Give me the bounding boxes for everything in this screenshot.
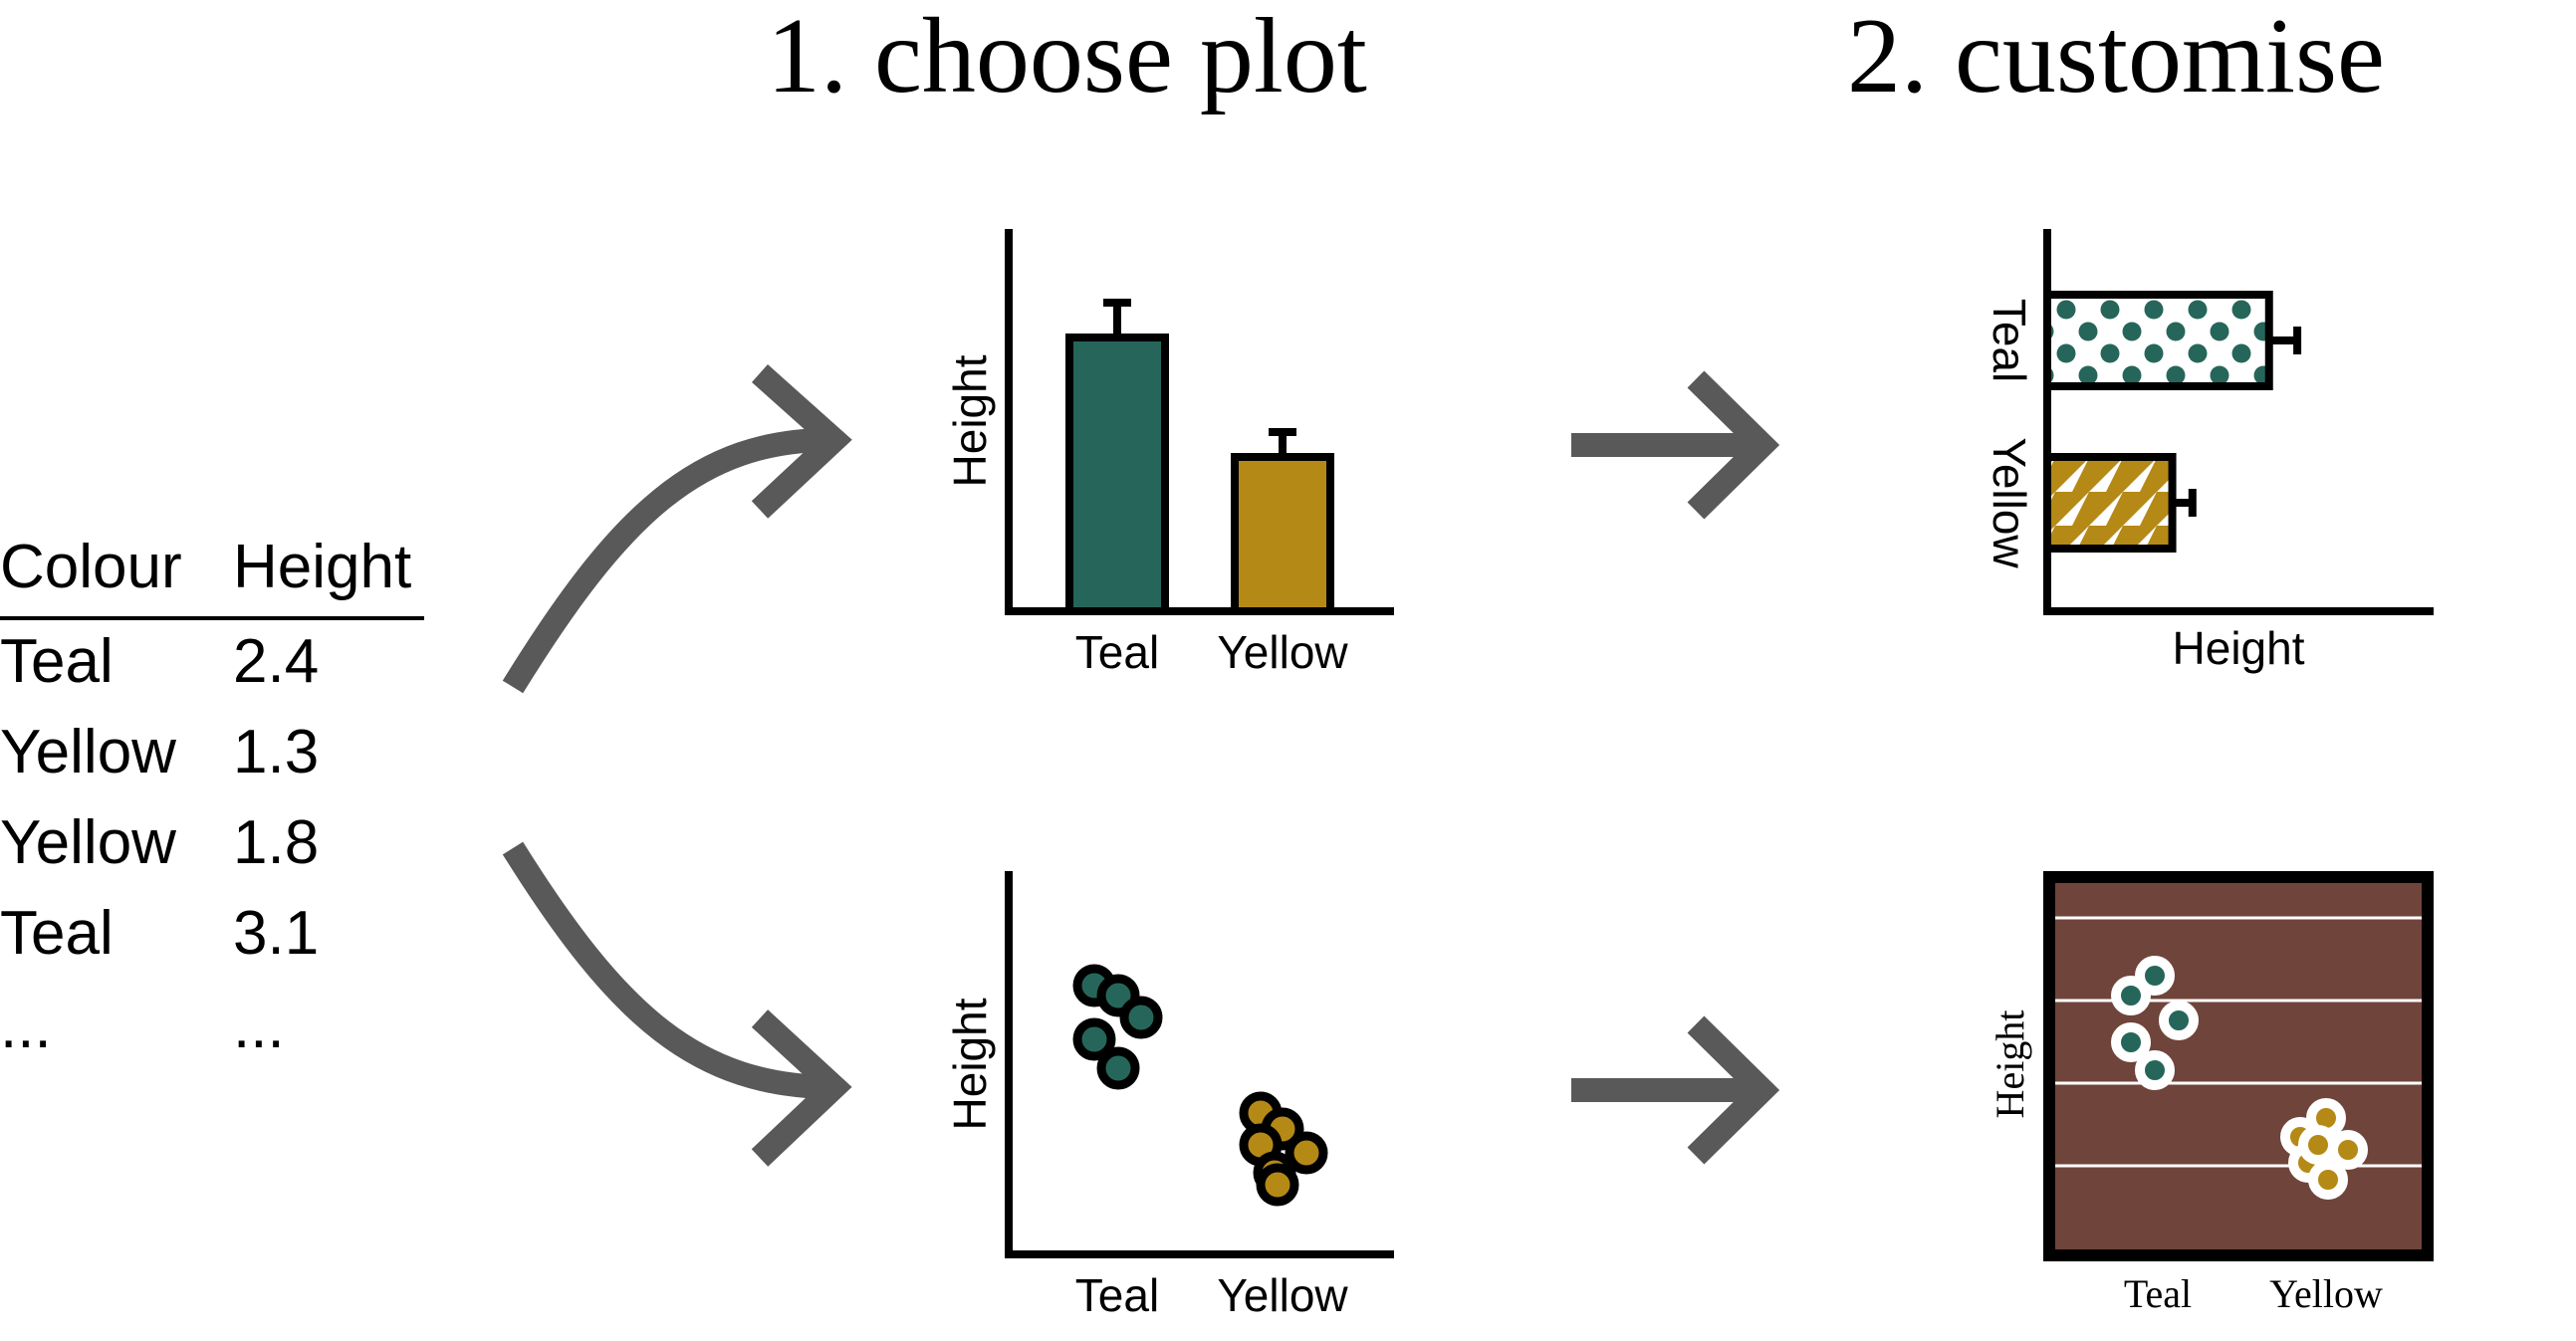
y-tick-label: Teal bbox=[1984, 299, 2035, 382]
table-cell: 2.4 bbox=[233, 627, 319, 696]
curved-arrow-down-icon bbox=[502, 841, 852, 1167]
panel-background bbox=[2043, 871, 2434, 1261]
right-arrow-icon bbox=[1571, 370, 1780, 520]
table-header-height: Height bbox=[233, 533, 411, 601]
bar bbox=[1231, 453, 1334, 615]
table-cell: Yellow bbox=[0, 808, 176, 877]
data-point bbox=[1285, 1131, 1328, 1175]
curved-arrow-up-icon bbox=[502, 364, 852, 694]
data-point bbox=[2159, 1001, 2199, 1040]
heading-step2: 2. customise bbox=[1847, 0, 2385, 115]
data-point bbox=[2328, 1130, 2368, 1170]
y-tick-label: Yellow bbox=[1984, 437, 2035, 568]
x-tick-label: Yellow bbox=[1217, 626, 1348, 678]
table-header-colour: Colour bbox=[0, 533, 182, 601]
table-cell: 1.8 bbox=[233, 808, 319, 877]
table-cell: Teal bbox=[0, 627, 114, 696]
chart-bar-horizontal: Teal Yellow Height bbox=[1984, 229, 2434, 674]
x-tick-label: Teal bbox=[1075, 1269, 1159, 1321]
x-tick-label: Teal bbox=[1075, 626, 1159, 678]
x-tick-label: Yellow bbox=[2269, 1271, 2383, 1316]
y-axis-label: Height bbox=[944, 354, 996, 487]
data-point bbox=[1256, 1163, 1299, 1207]
data-table: Colour Height Teal 2.4 Yellow 1.3 Yellow… bbox=[0, 533, 424, 1061]
table-cell: 3.1 bbox=[233, 899, 319, 968]
data-point bbox=[2111, 1022, 2151, 1062]
chart-dot-plot-styled: Teal Yellow Height bbox=[1988, 871, 2434, 1316]
bar bbox=[2043, 291, 2273, 390]
right-arrow-icon bbox=[1571, 1015, 1780, 1165]
table-cell: ... bbox=[233, 993, 285, 1061]
data-point bbox=[2308, 1160, 2348, 1200]
data-point bbox=[2135, 956, 2175, 996]
data-point bbox=[2111, 976, 2151, 1015]
x-tick-label: Teal bbox=[2124, 1271, 2192, 1316]
chart-dot-plot: Teal Yellow Height bbox=[944, 871, 1394, 1321]
y-axis-label: Height bbox=[1988, 1010, 2032, 1119]
heading-step1: 1. choose plot bbox=[767, 0, 1367, 115]
data-point bbox=[1096, 1046, 1140, 1090]
y-axis-label: Height bbox=[944, 998, 996, 1130]
chart-bar-vertical: Teal Yellow Height bbox=[944, 229, 1394, 678]
bar bbox=[1065, 334, 1169, 615]
bar bbox=[2043, 453, 2177, 553]
table-cell: 1.3 bbox=[233, 718, 319, 786]
table-cell: Teal bbox=[0, 899, 114, 968]
data-point bbox=[1072, 1017, 1116, 1061]
x-tick-label: Yellow bbox=[1217, 1269, 1348, 1321]
table-cell: Yellow bbox=[0, 718, 176, 786]
table-cell: ... bbox=[0, 993, 52, 1061]
data-point bbox=[2135, 1050, 2175, 1090]
x-axis-label: Height bbox=[2173, 622, 2305, 674]
data-point bbox=[2298, 1125, 2338, 1165]
data-point bbox=[1119, 996, 1163, 1039]
